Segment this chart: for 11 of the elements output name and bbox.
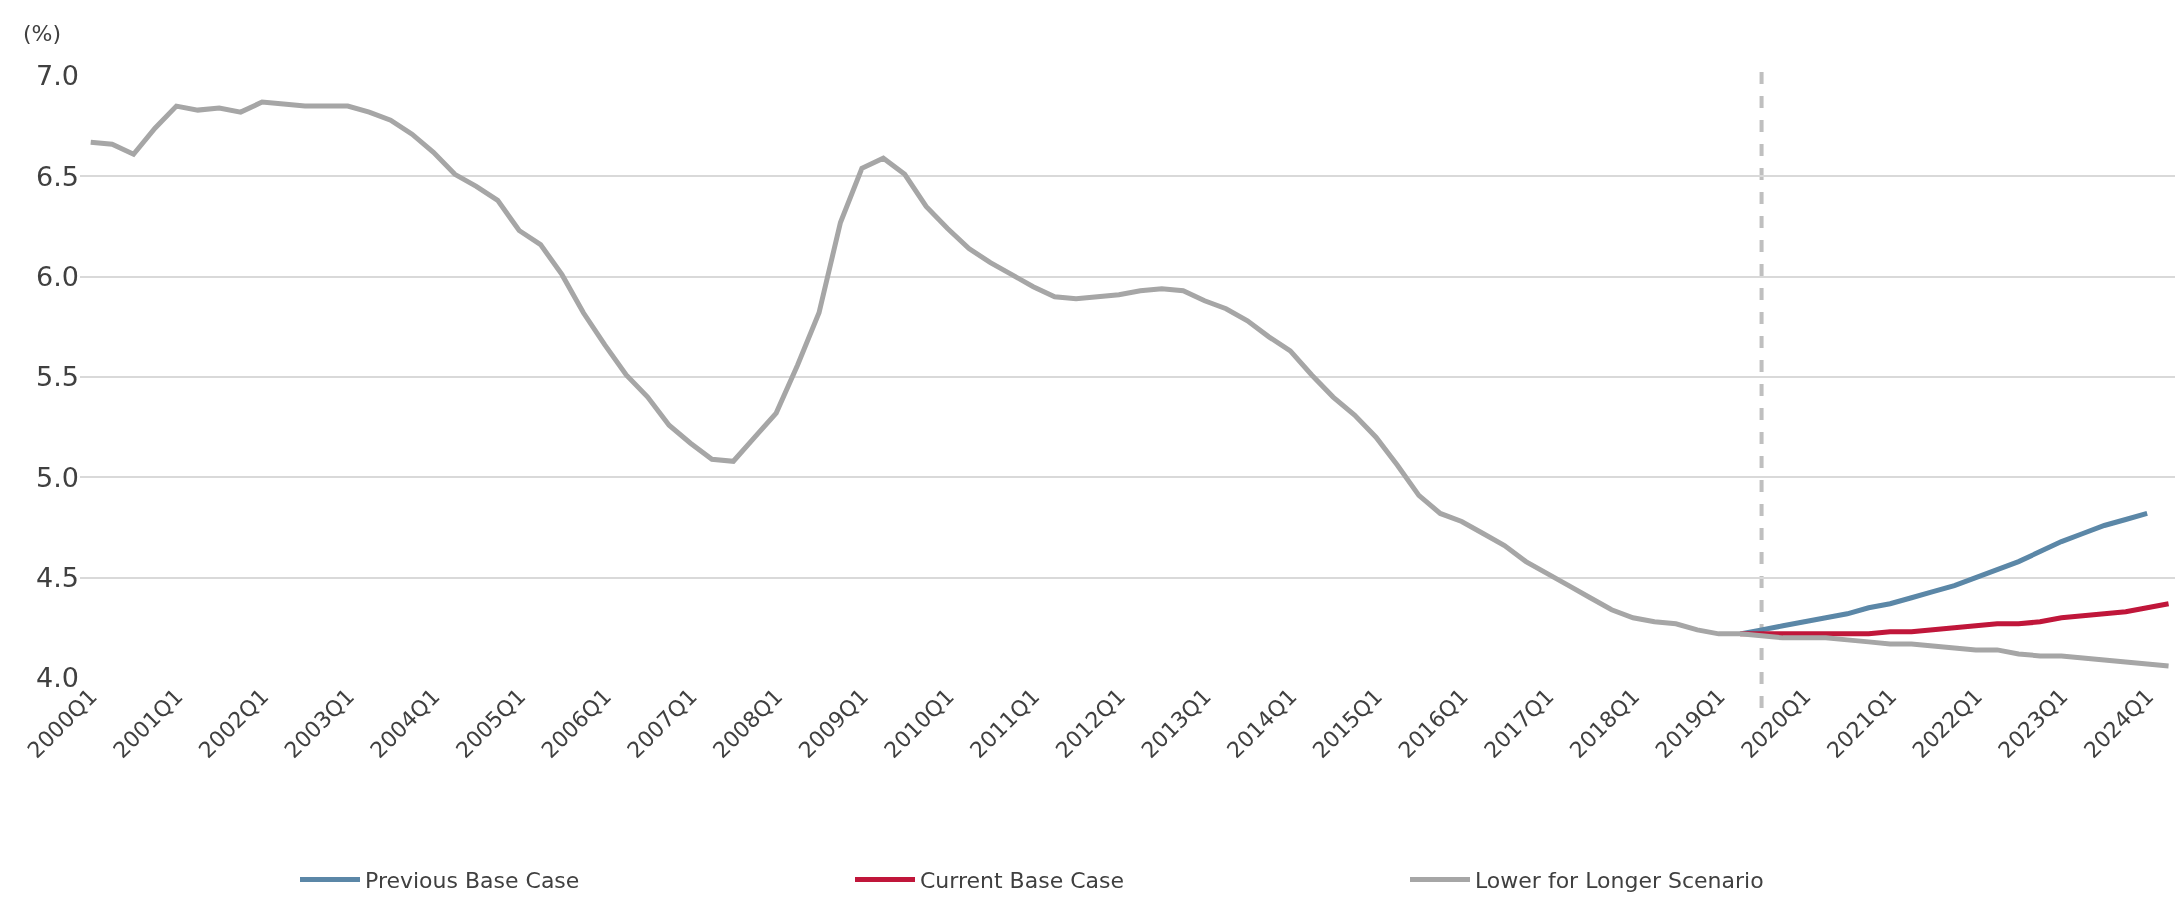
y-tick-label: 4.5	[36, 562, 79, 594]
legend-label: Previous Base Case	[365, 867, 580, 893]
legend-label: Current Base Case	[920, 867, 1125, 893]
y-axis-title: (%)	[23, 21, 62, 46]
y-tick-label: 6.0	[36, 261, 79, 293]
y-tick-label: 5.0	[36, 461, 79, 493]
y-tick-label: 6.5	[36, 160, 79, 192]
y-tick-label: 5.5	[36, 361, 79, 393]
y-tick-label: 4.0	[36, 662, 79, 694]
y-tick-label: 7.0	[36, 60, 79, 92]
legend-label: Lower for Longer Scenario	[1475, 867, 1764, 893]
